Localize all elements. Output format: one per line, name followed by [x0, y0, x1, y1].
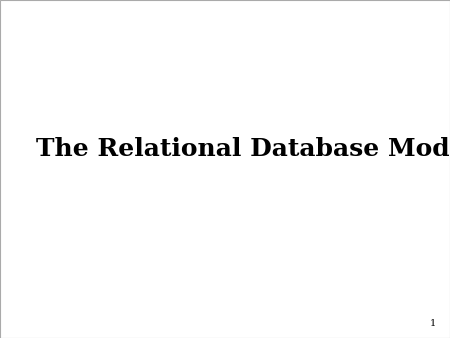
- Text: 1: 1: [430, 319, 436, 328]
- Text: The Relational Database Model: The Relational Database Model: [36, 137, 450, 161]
